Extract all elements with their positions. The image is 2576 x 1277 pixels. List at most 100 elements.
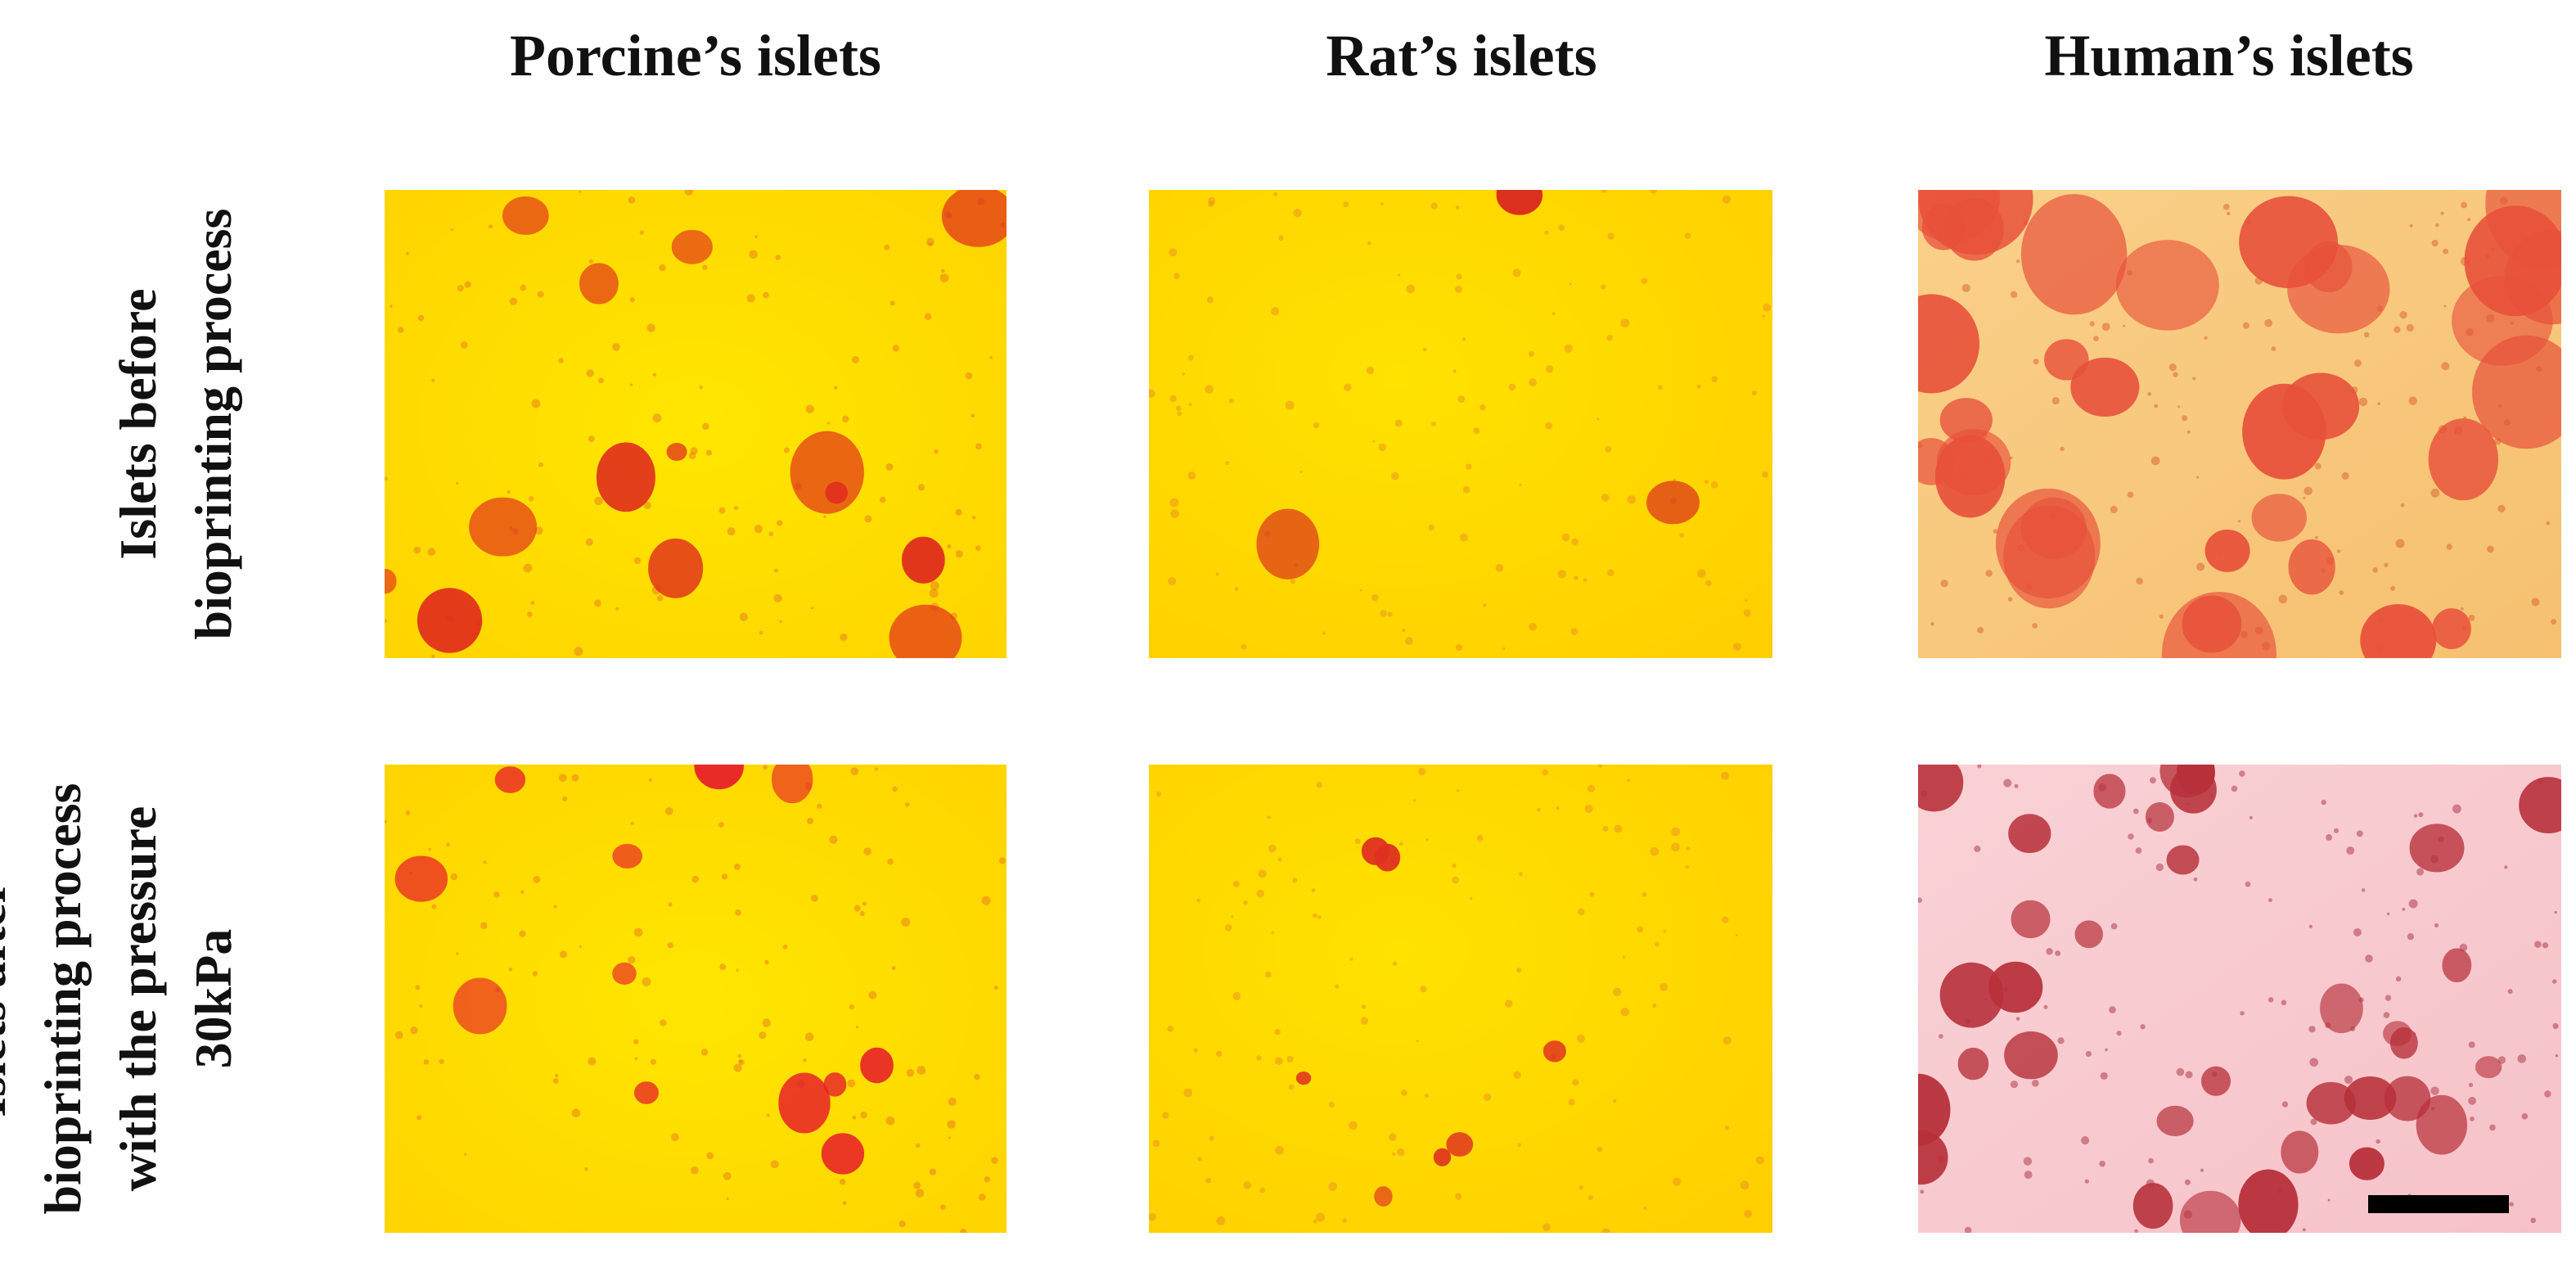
column-headers: Porcine’s islets Rat’s islets Human’s is… (510, 23, 2414, 88)
debris (385, 820, 387, 824)
debris (2101, 323, 2110, 332)
debris (2014, 783, 2019, 788)
debris (1570, 628, 1578, 635)
islet (889, 604, 962, 658)
micrograph-content (1149, 190, 1772, 652)
debris (892, 786, 898, 792)
debris (385, 476, 388, 481)
debris (2303, 496, 2306, 499)
islet (2281, 1130, 2319, 1174)
debris (2032, 623, 2038, 629)
debris (464, 1153, 467, 1156)
debris (762, 1018, 771, 1027)
islet (2432, 608, 2471, 649)
debris (2554, 910, 2557, 914)
debris (1328, 1102, 1335, 1108)
debris (733, 863, 741, 870)
debris (1354, 838, 1361, 845)
debris (2159, 614, 2164, 619)
debris (2093, 336, 2099, 341)
debris (859, 910, 865, 917)
micrograph (1149, 190, 1772, 658)
debris (1473, 427, 1480, 435)
debris (1537, 807, 1541, 812)
debris (579, 190, 582, 193)
debris (947, 544, 952, 548)
debris (754, 525, 763, 534)
islet (778, 1072, 831, 1134)
debris (823, 515, 826, 518)
debris (853, 905, 861, 912)
debris (2193, 877, 2198, 882)
debris (2302, 1228, 2306, 1232)
debris (629, 383, 633, 386)
debris (520, 284, 527, 291)
debris (1366, 366, 1375, 375)
debris (2402, 907, 2406, 911)
debris (1571, 538, 1579, 546)
debris (833, 386, 838, 390)
debris (656, 595, 664, 602)
debris (1176, 405, 1182, 411)
debris (1977, 626, 1984, 634)
debris (1168, 576, 1177, 585)
debris (2487, 545, 2494, 553)
islet (2384, 1076, 2431, 1121)
debris (1225, 461, 1230, 466)
debris (1360, 1017, 1369, 1025)
debris (1316, 1212, 1326, 1222)
debris (2383, 1012, 2390, 1018)
debris (1939, 1034, 1943, 1039)
debris (1479, 404, 1486, 411)
debris (555, 1073, 559, 1078)
micrograph (1918, 765, 2561, 1233)
debris (1602, 825, 1609, 832)
debris (978, 1193, 986, 1201)
debris (1601, 284, 1606, 290)
debris (965, 372, 973, 380)
debris (2024, 1171, 2033, 1180)
debris (1482, 603, 1486, 607)
debris (829, 835, 838, 844)
debris (538, 462, 543, 467)
debris (559, 950, 568, 959)
debris (1206, 296, 1214, 304)
debris (1679, 533, 1685, 538)
islet (417, 588, 483, 653)
debris (1278, 235, 1284, 241)
debris (450, 228, 453, 232)
debris (699, 385, 703, 390)
debris (1416, 1040, 1419, 1043)
debris (1612, 1099, 1617, 1103)
debris (1607, 232, 1615, 240)
islet (2132, 1183, 2173, 1229)
debris (749, 250, 758, 259)
debris (1462, 337, 1466, 341)
islet (2204, 529, 2250, 572)
debris (849, 1004, 854, 1010)
debris (2099, 1160, 2105, 1167)
debris (2155, 863, 2164, 872)
debris (413, 546, 421, 554)
debris (594, 496, 603, 506)
debris (552, 1078, 559, 1084)
debris (2440, 211, 2444, 215)
debris (2400, 503, 2405, 508)
debris (763, 765, 768, 769)
debris (2089, 321, 2095, 327)
debris (803, 1058, 807, 1063)
debris (1155, 791, 1162, 797)
image-panels (385, 190, 2561, 1233)
islet (2251, 494, 2307, 542)
debris (2361, 888, 2366, 892)
debris (2278, 594, 2288, 604)
debris (2148, 1157, 2154, 1164)
debris (1964, 1226, 1972, 1233)
debris (906, 1068, 915, 1077)
debris (1755, 1156, 1764, 1165)
islet (2475, 1056, 2502, 1079)
debris (1546, 365, 1554, 373)
debris (558, 358, 564, 363)
debris (754, 235, 758, 239)
islet (2145, 801, 2174, 832)
